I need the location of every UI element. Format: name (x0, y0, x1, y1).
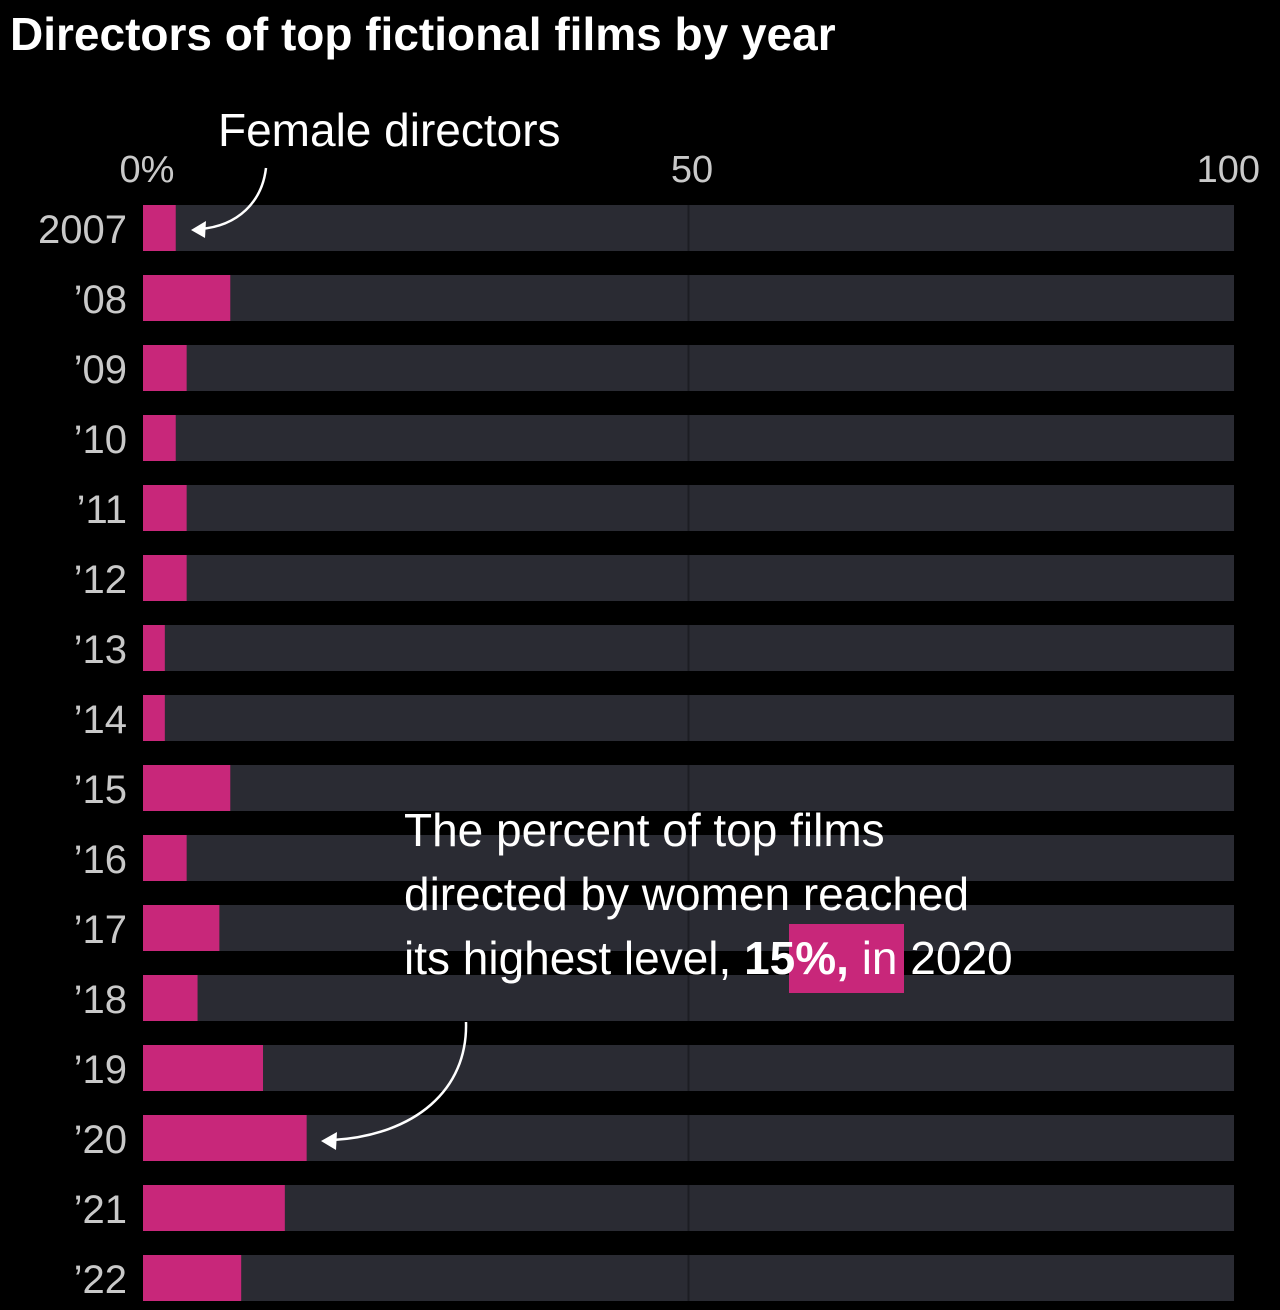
bar-11 (143, 975, 198, 1021)
category-label-0: 2007 (38, 208, 127, 252)
bar-3 (143, 415, 176, 461)
bar-14 (143, 1185, 285, 1231)
annotation-line-3-post: in 2020 (849, 932, 1013, 984)
x-axis: 0% 50 100 (120, 149, 1260, 191)
highlight-box (789, 924, 904, 993)
category-label-15: ’22 (74, 1258, 127, 1302)
category-label-9: ’16 (74, 838, 127, 882)
category-label-2: ’09 (74, 348, 127, 392)
category-label-1: ’08 (74, 278, 127, 322)
bar-rows: 2007 ’08 ’09 ’10 ’11 ’12 ’13 ’14 ’15 ’16 ’17 ’18 ’19… (38, 205, 1234, 1302)
bar-2 (143, 345, 187, 391)
bar-6 (143, 625, 165, 671)
bar-12 (143, 1045, 264, 1091)
annotation-line-3: its highest level, 15%, in 2020 (404, 932, 1013, 984)
category-label-8: ’15 (74, 768, 127, 812)
legend-callout: Female directors (191, 104, 561, 238)
peak-annotation: The percent of top films directed by wom… (321, 804, 1013, 1150)
x-tick-0: 0% (120, 149, 175, 191)
category-label-10: ’17 (74, 908, 127, 952)
annotation-arrow-line (332, 1021, 468, 1142)
legend-arrow-line (199, 167, 268, 231)
bar-13 (143, 1115, 307, 1161)
bar-9 (143, 835, 187, 881)
annotation-line-1: The percent of top films (404, 804, 885, 856)
category-label-12: ’19 (74, 1048, 127, 1092)
bar-10 (143, 905, 220, 951)
category-label-14: ’21 (74, 1188, 127, 1232)
category-label-13: ’20 (74, 1118, 127, 1162)
bar-0 (143, 205, 176, 251)
category-label-6: ’13 (74, 628, 127, 672)
annotation-line-2: directed by women reached (404, 868, 969, 920)
bar-7 (143, 695, 165, 741)
annotation-arrow-head (321, 1132, 337, 1150)
category-label-3: ’10 (74, 418, 127, 462)
bar-5 (143, 555, 187, 601)
annotation-highlight: 15%, (744, 932, 849, 984)
category-label-7: ’14 (74, 698, 127, 742)
bar-15 (143, 1255, 242, 1301)
bar-4 (143, 485, 187, 531)
x-tick-50: 50 (671, 149, 713, 191)
annotation-line-3-pre: its highest level, (404, 932, 744, 984)
x-tick-100: 100 (1197, 149, 1260, 191)
category-label-5: ’12 (74, 558, 127, 602)
category-label-4: ’11 (77, 488, 127, 532)
legend-label: Female directors (218, 104, 561, 156)
bar-1 (143, 275, 231, 321)
chart-title: Directors of top fictional films by year (10, 8, 836, 60)
legend-arrow-head (191, 221, 206, 238)
category-label-11: ’18 (74, 978, 127, 1022)
bar-8 (143, 765, 231, 811)
